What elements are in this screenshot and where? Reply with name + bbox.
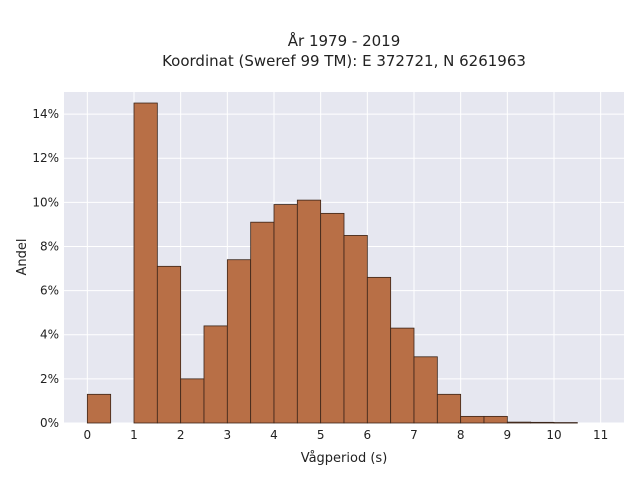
histogram-bar-12: [366, 276, 392, 424]
histogram-bar-0: [86, 393, 112, 424]
y-tick-label-2: 4%: [40, 328, 59, 342]
x-tick-label-5: 5: [317, 428, 325, 442]
histogram-bar-5: [203, 325, 228, 424]
histogram-bar-17: [483, 415, 508, 424]
y-axis-label: Andel: [15, 239, 30, 276]
x-tick-label-4: 4: [270, 428, 278, 442]
x-tick-label-0: 0: [84, 428, 92, 442]
histogram-bar-9: [296, 199, 322, 424]
x-tick-label-6: 6: [364, 428, 372, 442]
x-tick-label-10: 10: [546, 428, 561, 442]
x-tick-label-8: 8: [457, 428, 465, 442]
histogram-bar-19: [530, 421, 555, 424]
histogram-bar-7: [250, 221, 275, 424]
histogram-bar-15: [436, 393, 462, 424]
y-tick-label-1: 2%: [40, 372, 59, 386]
histogram-bar-16: [460, 415, 485, 424]
chart-title: År 1979 - 2019: [288, 31, 401, 50]
histogram-bar-20: [553, 422, 578, 424]
x-tick-label-11: 11: [593, 428, 608, 442]
bars: [86, 102, 578, 424]
x-tick-label-3: 3: [224, 428, 232, 442]
x-axis-label: Vågperiod (s): [301, 451, 388, 466]
x-tick-label-9: 9: [504, 428, 512, 442]
x-tick-label-2: 2: [177, 428, 185, 442]
chart-subtitle: Koordinat (Sweref 99 TM): E 372721, N 62…: [162, 52, 526, 70]
y-tick-label-5: 10%: [32, 195, 59, 209]
x-tick-label-7: 7: [410, 428, 418, 442]
histogram-bar-18: [506, 421, 532, 424]
y-tick-label-0: 0%: [40, 416, 59, 430]
histogram-bar-2: [133, 102, 158, 424]
y-tick-label-4: 8%: [40, 239, 59, 253]
y-tick-label-3: 6%: [40, 284, 59, 298]
histogram-bar-10: [320, 212, 345, 424]
x-tick-label-1: 1: [130, 428, 138, 442]
histogram-bar-6: [226, 259, 252, 424]
x-tick-labels: 0 1 2 3 4 5 6 7 8 9 10 11: [84, 428, 609, 442]
y-tick-labels: 0% 2% 4% 6% 8% 10% 12% 14%: [32, 107, 59, 430]
histogram-bar-8: [273, 204, 298, 424]
histogram-bar-3: [156, 265, 182, 424]
histogram-bar-4: [180, 378, 205, 424]
histogram-bar-13: [390, 327, 415, 424]
histogram-bar-14: [413, 356, 438, 424]
y-tick-label-7: 14%: [32, 107, 59, 121]
histogram-bar-11: [343, 235, 368, 424]
y-tick-label-6: 12%: [32, 151, 59, 165]
